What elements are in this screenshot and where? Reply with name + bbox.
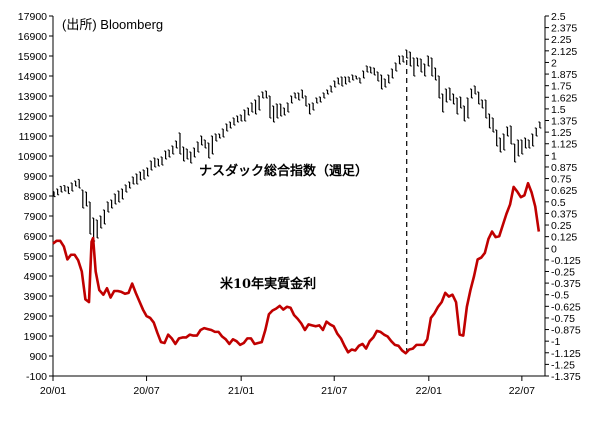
right-tick-label: 0.125 <box>551 232 577 244</box>
left-tick-label: 11900 <box>19 131 48 143</box>
right-tick-label: 0.75 <box>551 174 572 186</box>
right-tick-label: -1.25 <box>551 359 575 371</box>
left-tick-label: 17900 <box>18 11 47 23</box>
right-tick-label: -0.875 <box>551 325 581 337</box>
right-tick-label: 0.875 <box>551 162 577 174</box>
left-tick-label: 15900 <box>18 51 47 63</box>
x-tick-label: 22/01 <box>416 385 442 397</box>
left-tick-label: 900 <box>29 351 47 363</box>
right-tick-label: 1.625 <box>551 92 577 104</box>
right-tick-label: 0.375 <box>551 208 577 220</box>
left-tick-label: 2900 <box>24 311 48 323</box>
right-tick-label: -0.125 <box>551 255 581 267</box>
x-tick-label: 21/01 <box>228 385 254 397</box>
left-tick-label: 4900 <box>24 271 48 283</box>
left-tick-label: 5900 <box>24 251 48 263</box>
left-tick-label: 10900 <box>18 151 47 163</box>
right-tick-label: -0.75 <box>551 313 575 325</box>
right-tick-label: 0.625 <box>551 185 577 197</box>
right-tick-label: 0.25 <box>551 220 572 232</box>
real-rate-line <box>52 181 541 355</box>
right-tick-label: 1 <box>551 150 557 162</box>
left-tick-label: 14900 <box>18 71 47 83</box>
right-tick-label: -1 <box>551 336 560 348</box>
right-tick-label: 2 <box>551 57 557 69</box>
right-tick-label: 1.875 <box>551 69 577 81</box>
right-tick-label: 1.5 <box>551 104 566 116</box>
right-tick-label: 2.125 <box>551 46 577 58</box>
source-note: (出所) Bloomberg <box>62 17 163 32</box>
right-tick-label: 1.125 <box>551 139 577 151</box>
left-tick-label: 12900 <box>18 111 47 123</box>
left-tick-label: 3900 <box>24 291 48 303</box>
right-tick-label: 1.75 <box>551 81 572 93</box>
right-tick-label: 2.25 <box>551 34 572 46</box>
left-tick-label: 6900 <box>24 231 48 243</box>
right-tick-label: -0.625 <box>551 301 581 313</box>
right-tick-label: 1.375 <box>551 116 577 128</box>
right-tick-label: -1.125 <box>551 348 581 360</box>
left-tick-label: 16900 <box>18 31 47 43</box>
right-tick-label: -0.25 <box>551 266 575 278</box>
right-tick-label: 2.5 <box>551 11 566 23</box>
left-tick-label: -100 <box>26 371 47 383</box>
left-tick-label: 1900 <box>24 331 48 343</box>
x-tick-label: 20/01 <box>40 385 66 397</box>
right-tick-label: 2.375 <box>551 23 577 35</box>
chart-axes: 1790016900159001490013900129001190010900… <box>18 11 581 397</box>
nasdaq-annotation: ナスダック総合指数（週足） <box>199 163 368 179</box>
left-tick-label: 13900 <box>18 91 47 103</box>
right-tick-label: 1.25 <box>551 127 572 139</box>
right-tick-label: 0 <box>551 243 557 255</box>
x-tick-label: 20/07 <box>133 385 159 397</box>
real-rate-line-group <box>52 181 541 355</box>
left-tick-label: 9900 <box>24 171 48 183</box>
nasdaq-weekly-bars <box>52 49 542 242</box>
left-tick-label: 8900 <box>24 191 48 203</box>
x-tick-label: 22/07 <box>509 385 535 397</box>
x-tick-label: 21/07 <box>321 385 347 397</box>
right-tick-label: 0.5 <box>551 197 566 209</box>
left-tick-label: 7900 <box>24 211 48 223</box>
right-tick-label: -0.5 <box>551 290 569 302</box>
right-tick-label: -0.375 <box>551 278 581 290</box>
real-rate-annotation: 米10年実質金利 <box>220 276 316 292</box>
right-tick-label: -1.375 <box>551 371 581 383</box>
